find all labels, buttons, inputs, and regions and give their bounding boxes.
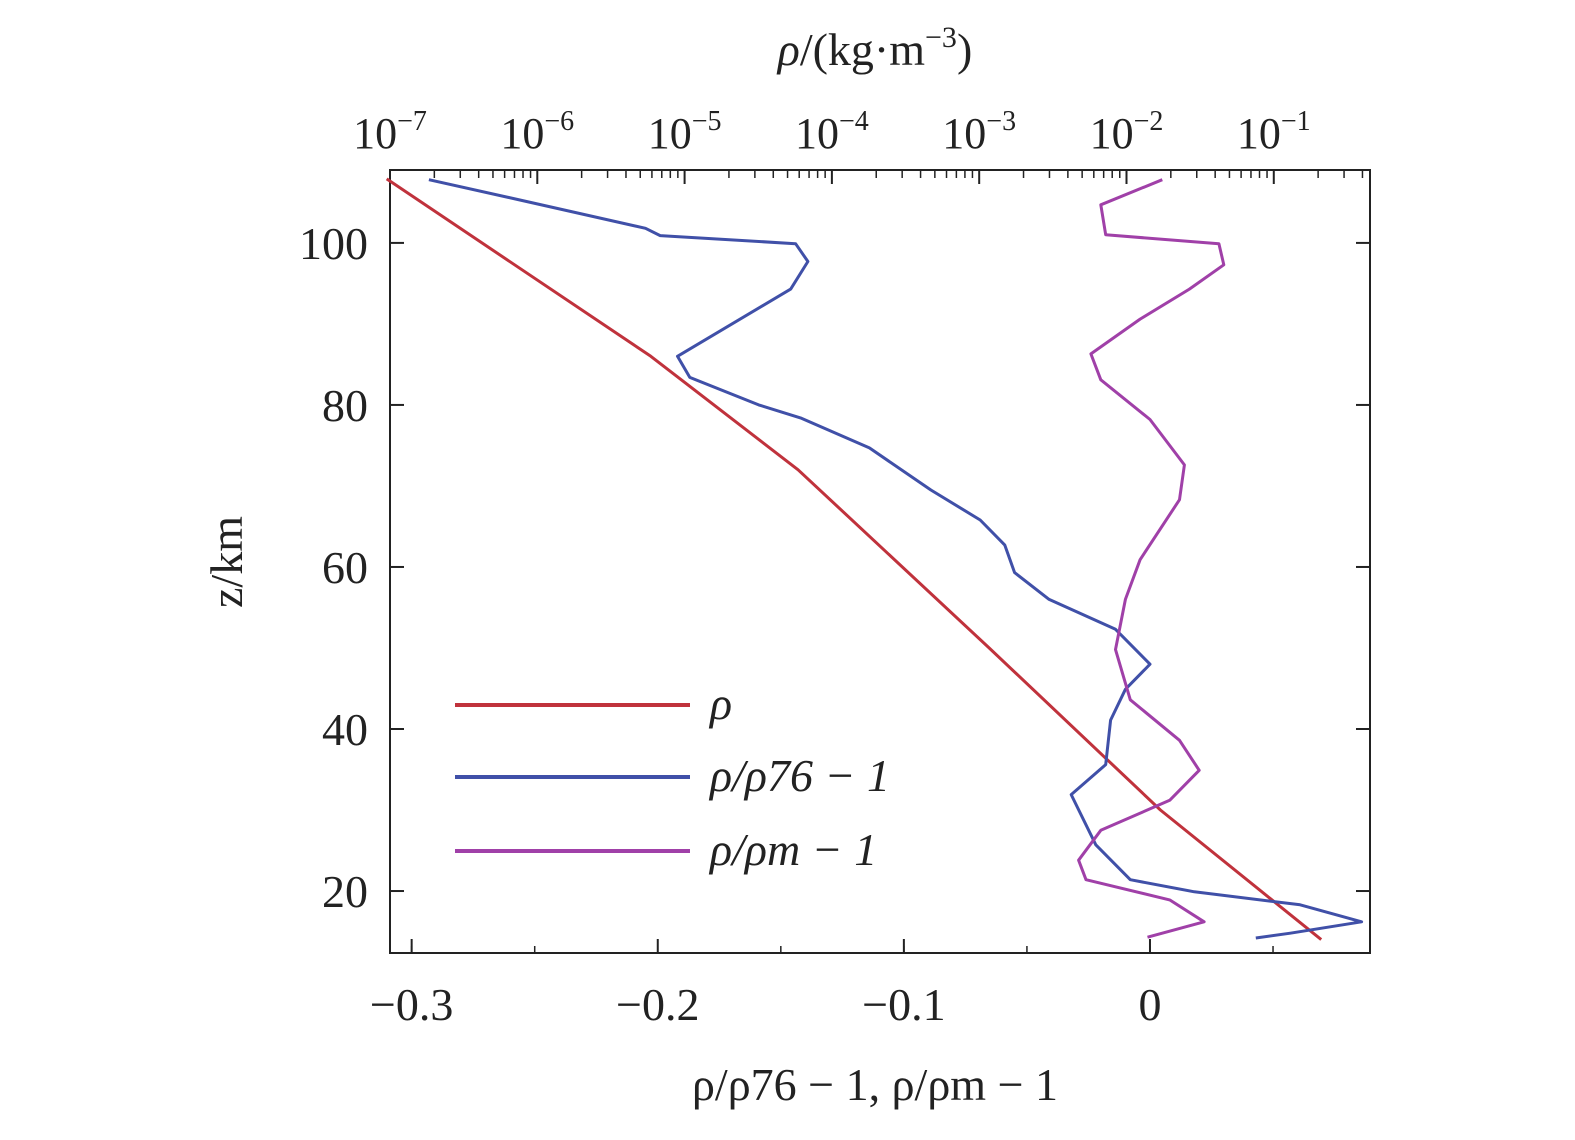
y-tick-label: 40 (322, 704, 368, 755)
y-tick-label: 100 (299, 218, 368, 269)
top-axis-label: ρ/(kg·m−3) (776, 21, 973, 75)
legend-label: ρ/ρm − 1 (708, 824, 877, 875)
legend-label: ρ/ρ76 − 1 (708, 750, 890, 801)
plot-frame (389, 169, 1371, 954)
y-tick-label: 60 (322, 542, 368, 593)
series-line-2 (428, 178, 1364, 940)
y-tick-label: 20 (322, 866, 368, 917)
bottom-tick-label: −0.2 (616, 979, 699, 1030)
top-tick-label: 10−3 (942, 106, 1016, 158)
y-tick-label: 80 (322, 380, 368, 431)
series-line-3 (1077, 178, 1226, 939)
y-axis-label: z/km (201, 516, 252, 608)
bottom-tick-label: −0.3 (370, 979, 453, 1030)
top-tick-label: 10−5 (648, 106, 722, 158)
top-tick-label: 10−7 (353, 106, 427, 158)
bottom-tick-label: 0 (1138, 979, 1161, 1030)
top-tick-label: 10−2 (1090, 106, 1164, 158)
series-line-1 (385, 177, 1323, 941)
bottom-axis-label: ρ/ρ76 − 1, ρ/ρm − 1 (692, 1059, 1058, 1110)
bottom-tick-label: −0.1 (862, 979, 945, 1030)
top-tick-label: 10−6 (500, 106, 574, 158)
top-tick-label: 10−4 (795, 106, 869, 158)
top-tick-label: 10−1 (1237, 106, 1311, 158)
legend-label: ρ (708, 678, 732, 729)
